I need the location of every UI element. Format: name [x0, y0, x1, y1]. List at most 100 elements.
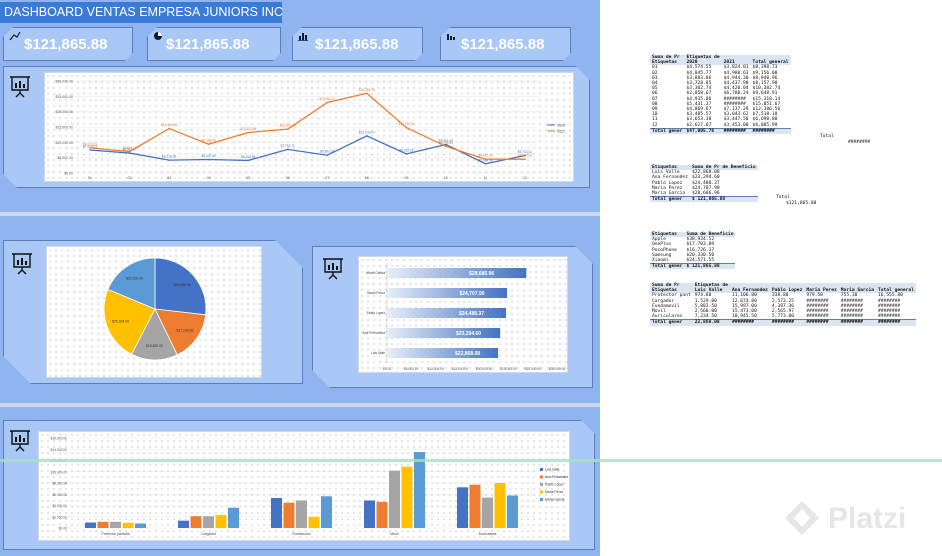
table-cell[interactable]: Total general [750, 60, 791, 66]
table-cell[interactable]: 15,473.00 [731, 309, 757, 315]
table-cell[interactable]: 07 [652, 96, 658, 102]
table-cell[interactable]: ######## [838, 319, 876, 326]
table-cell[interactable]: Total gener [650, 196, 690, 203]
table-cell[interactable]: Etiquetas [650, 232, 685, 238]
table-cell[interactable]: $22,868.08 [691, 170, 720, 176]
table-cell[interactable]: 1,529.00 [694, 298, 717, 304]
table-cell[interactable]: $24,488.37 [691, 180, 720, 186]
table-cell[interactable]: 04 [652, 81, 658, 87]
table-cell[interactable]: 755.30 [840, 293, 858, 299]
table-cell[interactable]: $15,318.14 [752, 96, 781, 102]
kpi-card[interactable]: $121,865.88 [292, 27, 423, 61]
table-cell[interactable]: $6,788.24 [723, 91, 749, 97]
table-cell[interactable]: 11 [652, 117, 658, 123]
table-cell[interactable]: $4,574.55 [686, 65, 712, 71]
table-cell[interactable]: $4,980.63 [723, 70, 749, 76]
table-cell[interactable]: PocoPhone [652, 247, 677, 253]
table-cell[interactable]: $ 121,865.88 [684, 263, 736, 270]
table-cell[interactable]: $3,653.38 [686, 117, 712, 123]
table-cell[interactable]: 10 [652, 112, 658, 118]
table-cell[interactable]: ######## [806, 309, 829, 315]
table-cell[interactable]: $3,405.57 [686, 112, 712, 118]
table-cell[interactable] [875, 283, 916, 289]
kpi-card[interactable]: $121,865.88 [147, 27, 281, 61]
table-cell[interactable]: $8,948.96 [752, 75, 778, 81]
table-cell[interactable]: ######## [806, 298, 829, 304]
table-cell[interactable]: 5,773.00 [771, 314, 795, 320]
table-cell[interactable]: ######## [877, 298, 901, 304]
table-cell[interactable]: 10,945.50 [731, 314, 757, 320]
table-cell[interactable]: 05 [652, 86, 658, 92]
table-cell[interactable]: Samsung [652, 252, 672, 258]
table-cell[interactable]: $4,944.30 [723, 75, 749, 81]
table-cell[interactable] [729, 283, 770, 289]
table-cell[interactable]: Protector pant [652, 293, 691, 299]
table-cell[interactable]: Apple [652, 237, 666, 243]
table-cell[interactable]: ######## [840, 303, 863, 309]
table-cell[interactable]: ######## [769, 319, 805, 326]
kpi-card[interactable]: $121,865.88 [3, 27, 133, 61]
table-cell[interactable]: $23,294.60 [691, 175, 720, 181]
table-cell[interactable]: $24,707.90 [691, 185, 720, 191]
table-cell[interactable]: ######## [804, 319, 839, 326]
table-cell[interactable]: Cargador [652, 298, 675, 304]
table-cell[interactable]: 2,573.25 [771, 298, 795, 304]
table-cell[interactable]: ######## [729, 319, 770, 326]
table-cell[interactable]: $38,934.52 [686, 237, 715, 243]
table-cell[interactable]: $3,883.86 [686, 75, 712, 81]
table-cell[interactable]: $9,648.91 [752, 91, 778, 97]
table-cell[interactable]: $6,085.99 [752, 122, 778, 128]
table-cell[interactable]: 2020 [684, 60, 722, 66]
table-cell[interactable]: 01 [652, 65, 658, 71]
table-cell[interactable]: Etiquetas [650, 60, 685, 66]
table-cell[interactable]: ######## [875, 319, 916, 326]
table-cell[interactable]: ######## [721, 127, 751, 135]
table-cell[interactable]: Etiquetas [650, 165, 690, 171]
table-cell[interactable]: Etiquetas [650, 288, 693, 294]
table-cell[interactable]: $47,005.76 [684, 127, 722, 135]
table-cell[interactable]: 2021 [721, 60, 751, 66]
table-cell[interactable]: Pablo Lopez [769, 288, 805, 294]
table-cell[interactable]: Maria Garcia [838, 288, 876, 294]
table-cell[interactable]: $7,137.29 [723, 107, 749, 113]
table-cell[interactable] [721, 55, 751, 61]
table-cell[interactable]: ######## [723, 101, 746, 107]
pivot-table-products[interactable]: Suma de Pr Etiquetas de Etiquetas Luis Vall… [650, 283, 916, 326]
pivot-table-months[interactable]: Suma de Pr Etiquetas de Etiquetas 2020 2021 T… [650, 55, 791, 135]
table-cell[interactable]: Fundamovil [652, 303, 680, 309]
table-cell[interactable]: Maria Garcia [652, 191, 686, 197]
table-cell[interactable]: Total gener [650, 127, 685, 135]
table-cell[interactable]: $20,330.50 [686, 252, 715, 258]
table-cell[interactable]: ######## [750, 127, 791, 135]
table-cell[interactable]: 338.80 [771, 293, 789, 299]
table-cell[interactable]: Luis Valle [692, 288, 730, 294]
table-cell[interactable]: ######## [877, 303, 901, 309]
table-cell[interactable] [769, 283, 805, 289]
table-cell[interactable]: 06 [652, 91, 658, 97]
table-cell[interactable]: Total general [875, 288, 916, 294]
table-cell[interactable]: $4,045.77 [686, 70, 712, 76]
table-cell[interactable]: $3,453.00 [723, 122, 749, 128]
table-cell[interactable]: 11,106.80 [731, 293, 757, 299]
table-cell[interactable]: Total gener [650, 319, 693, 326]
table-cell[interactable]: OnePlus [652, 242, 672, 248]
table-cell[interactable]: Etiquetas de [684, 55, 722, 61]
table-cell[interactable]: 2,565.97 [771, 309, 795, 315]
table-cell[interactable]: 08 [652, 101, 658, 107]
table-cell[interactable]: $5,431.37 [686, 101, 712, 107]
table-cell[interactable]: 974.80 [694, 293, 712, 299]
table-cell[interactable]: Maria Perez [652, 185, 683, 191]
table-cell[interactable] [804, 283, 839, 289]
table-cell[interactable]: ######## [840, 314, 863, 320]
table-cell[interactable]: Pablo Lopez [652, 180, 683, 186]
table-cell[interactable]: 7,234.50 [694, 314, 717, 320]
table-cell[interactable] [750, 55, 791, 61]
table-cell[interactable]: Movil [652, 309, 666, 315]
table-cell[interactable]: Suma de Pr de Beneficio [689, 165, 758, 171]
table-cell[interactable]: $2,627.67 [686, 122, 712, 128]
table-cell[interactable]: 12,674.80 [731, 298, 757, 304]
table-cell[interactable]: $ 121,865.88 [689, 196, 758, 203]
table-cell[interactable]: $4,437.90 [723, 81, 749, 87]
table-cell[interactable]: $15,851.67 [752, 101, 781, 107]
kpi-card[interactable]: $121,865.88 [440, 27, 571, 61]
